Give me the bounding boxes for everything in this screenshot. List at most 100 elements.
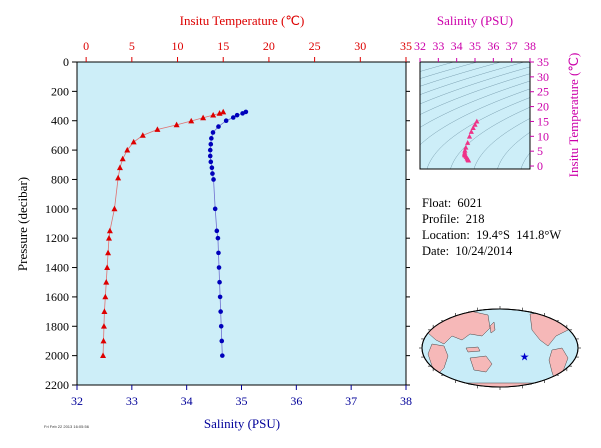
salinity-tick-label: 33 (126, 394, 138, 408)
ts-salinity-tick-label: 38 (524, 39, 536, 53)
footer-stamp: Fri Feb 22 2013 16:05:56 (44, 424, 89, 429)
salinity-point (240, 111, 245, 116)
date-label: Date: 10/24/2014 (422, 244, 513, 258)
ts-salinity-tick-label: 36 (487, 39, 499, 53)
pressure-tick-label: 400 (51, 114, 69, 128)
ts-point (463, 144, 469, 150)
temperature-point (105, 249, 112, 256)
ts-salinity-tick-label: 34 (451, 39, 463, 53)
ts-point (465, 157, 472, 163)
pressure-axis-title: Pressure (decibar) (15, 177, 30, 271)
temperature-point (188, 117, 195, 124)
ts-salinity-axis-title: Salinity (PSU) (437, 13, 513, 28)
temperature-tick-label: 10 (172, 39, 184, 53)
salinity-point (209, 136, 214, 141)
salinity-point (219, 338, 225, 344)
ts-temperature-axis-title: Insitu Temperature (℃) (566, 53, 581, 178)
salinity-point (207, 147, 213, 153)
ts-point (466, 133, 473, 139)
ts-point (470, 125, 476, 130)
float-location-marker: ★ (520, 351, 530, 363)
density-contour (420, 62, 525, 95)
salinity-point (208, 141, 214, 147)
salinity-point (209, 165, 215, 171)
density-contour (520, 152, 530, 169)
salinity-point (217, 294, 223, 300)
salinity-tick-label: 38 (400, 394, 412, 408)
pressure-tick-label: 200 (51, 84, 69, 98)
salinity-point (217, 279, 222, 285)
density-contour (420, 66, 530, 105)
temperature-point (101, 308, 108, 314)
pressure-tick-label: 1200 (45, 231, 69, 245)
ts-point (465, 140, 471, 145)
temperature-point (139, 132, 146, 138)
pressure-tick-label: 1400 (45, 261, 69, 275)
temperature-point (173, 121, 180, 128)
salinity-axis-title: Salinity (PSU) (204, 416, 280, 431)
temperature-point (111, 205, 118, 212)
float-label: Float: 6021 (422, 196, 483, 210)
temperature-tick-label: 30 (354, 39, 366, 53)
temperature-point (100, 323, 107, 329)
temperature-point (124, 146, 131, 153)
ts-temperature-tick-label: 0 (537, 159, 543, 173)
ts-salinity-tick-label: 33 (432, 39, 444, 53)
temperature-tick-label: 0 (83, 39, 89, 53)
profile-chart: 0200400600800100012001400160018002000220… (15, 13, 412, 431)
salinity-tick-label: 37 (345, 394, 357, 408)
temperature-point (105, 234, 112, 241)
density-contour (420, 80, 530, 128)
temperature-point (103, 279, 110, 285)
temperature-point (100, 337, 107, 344)
ts-point (462, 147, 468, 153)
salinity-point (210, 171, 215, 176)
pressure-tick-label: 1600 (45, 290, 69, 304)
salinity-point (216, 124, 221, 129)
temperature-tick-label: 15 (217, 39, 229, 53)
pressure-tick-label: 2200 (45, 378, 69, 392)
ts-point (472, 121, 478, 127)
temperature-tick-label: 25 (309, 39, 321, 53)
temperature-tick-label: 5 (129, 39, 135, 53)
ts-temperature-tick-label: 25 (537, 85, 549, 99)
temperature-point (104, 264, 111, 270)
pressure-tick-label: 1800 (45, 319, 69, 333)
salinity-point (214, 228, 220, 234)
salinity-points (207, 109, 249, 358)
salinity-point (220, 353, 225, 358)
density-contour (473, 118, 530, 169)
salinity-point (218, 323, 224, 329)
density-contour (450, 106, 530, 169)
temperature-point (119, 155, 126, 162)
ts-density-contours (420, 62, 530, 169)
ts-point (468, 129, 474, 134)
temperature-point (216, 110, 223, 116)
salinity-point (207, 153, 213, 159)
salinity-tick-label: 36 (290, 394, 302, 408)
temperature-point (115, 174, 122, 181)
salinity-point (212, 206, 218, 212)
profile-plot-area (76, 61, 407, 386)
ts-salinity-tick-label: 37 (506, 39, 518, 53)
temperature-point (200, 114, 207, 121)
ts-temperature-tick-label: 20 (537, 100, 549, 114)
map-frame-ticks (419, 306, 581, 390)
ts-point (474, 118, 480, 124)
salinity-tick-label: 35 (236, 394, 248, 408)
temperature-point (106, 227, 113, 234)
ts-temperature-tick-label: 15 (537, 114, 549, 128)
ts-temperature-tick-label: 5 (537, 144, 543, 158)
profile-label: Profile: 218 (422, 212, 485, 226)
ts-plot-area (419, 61, 531, 170)
temperature-axis-title: Insitu Temperature (℃) (180, 13, 305, 28)
temperature-point (220, 108, 227, 115)
temperature-point (100, 352, 107, 359)
density-contour (420, 88, 530, 146)
ts-salinity-tick-label: 35 (469, 39, 481, 53)
temperature-point (102, 293, 109, 300)
salinity-point (216, 265, 222, 270)
